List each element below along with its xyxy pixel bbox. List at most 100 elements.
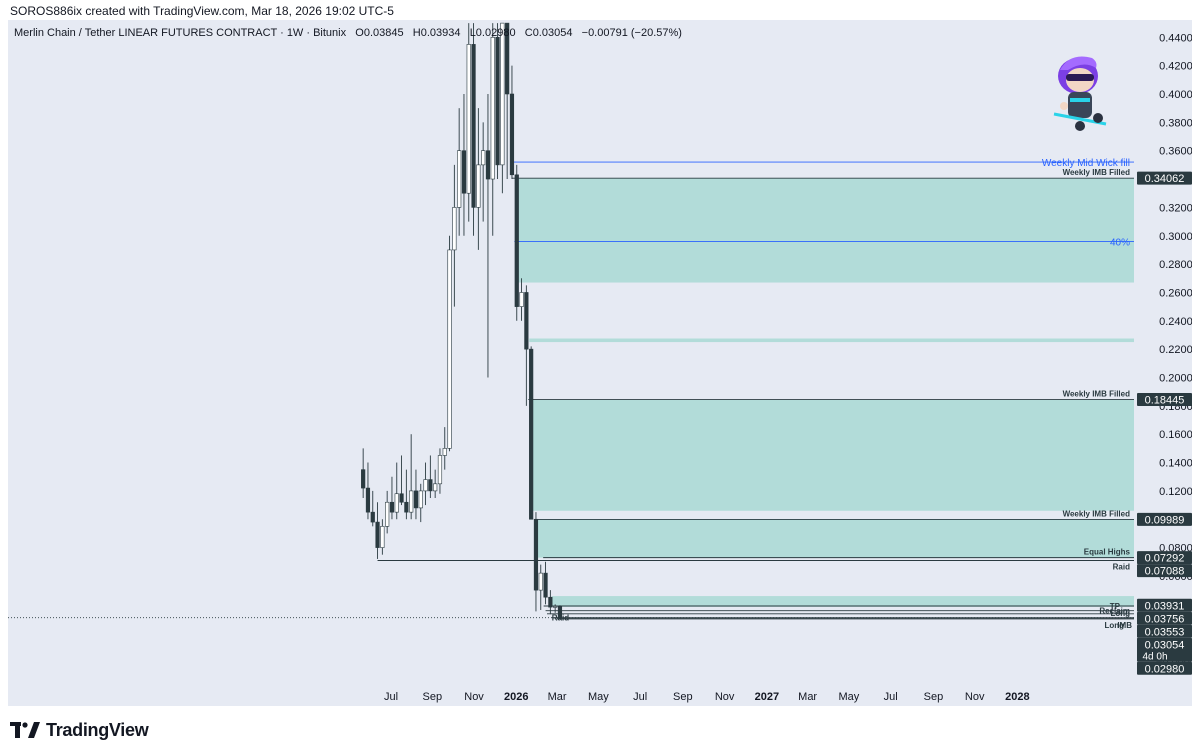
candle-body[interactable] [423,479,428,492]
x-axis: Jul Sep Nov 2026 Mar May Jul Sep Nov 2027 Mar May Ju… [384,691,1030,703]
candle-body[interactable] [533,518,539,591]
price-tag-label: 0.03553 [1145,626,1185,638]
candle-body[interactable] [418,490,423,509]
level-label: Weekly IMB Filled [1063,509,1131,518]
candle-body[interactable] [413,490,419,509]
candle-body[interactable] [509,93,515,176]
candle-body[interactable] [375,521,380,548]
mascot-icon [1040,48,1120,138]
change-value: −0.00791 (−20.57%) [581,27,682,39]
candle-body[interactable] [538,572,543,591]
candle-body[interactable] [524,292,529,350]
price-tag-countdown: 4d 0h [1142,651,1167,662]
x-tick-label: Sep [924,691,944,703]
level-label: Raid [552,614,569,623]
price-tag [1137,611,1192,625]
candle-body[interactable] [457,150,462,208]
candle-body[interactable] [433,483,438,492]
candle-body[interactable] [452,207,457,251]
candle-body[interactable] [380,526,385,548]
imb-zone [536,519,1134,558]
candle-body[interactable] [519,292,524,307]
price-tag-label: 0.07292 [1145,553,1185,565]
candle-body[interactable] [389,501,395,513]
candle-body[interactable] [500,22,505,166]
candle-body[interactable] [361,469,366,489]
price-tag [1137,551,1192,565]
level-label: TP [1110,602,1121,611]
candle-body[interactable] [404,501,409,513]
imb-zones [518,178,1134,607]
x-tick-label: Sep [673,691,693,703]
level-label: Weekly Mid Wick fill [1042,158,1130,169]
candle-body[interactable] [476,164,481,208]
level-label: Long [1110,609,1130,618]
candle-body[interactable] [442,448,447,456]
candle-body[interactable] [394,493,399,513]
price-tag [1137,598,1192,612]
price-tag-label: 0.02980 [1145,663,1185,675]
price-tag [1137,171,1192,185]
x-tick-label: 2026 [504,691,528,703]
price-tag-label: 0.07088 [1145,566,1185,578]
price-tag-label: 0.34062 [1145,173,1185,185]
candle-body[interactable] [514,174,519,307]
candle-body[interactable] [461,150,467,194]
x-tick-label: Nov [715,691,735,703]
x-tick-label: Mar [548,691,567,703]
level-label: Weekly IMB Filled [1063,390,1131,399]
price-tag-label: 0.03756 [1145,613,1185,625]
candle-body[interactable] [437,455,443,485]
candle-body[interactable] [409,490,414,513]
candle-body[interactable] [557,606,563,619]
tradingview-logo[interactable]: TradingView [10,719,149,741]
candle-body[interactable] [543,572,548,598]
candle-body[interactable] [447,249,452,449]
candle-body[interactable] [471,44,476,208]
x-tick-label: May [839,691,860,703]
candle-body[interactable] [548,596,553,608]
level-lines: Weekly Mid Wick fill 40% Weekly IMB Filled… [8,158,1134,630]
candle-body[interactable] [505,22,510,95]
chart-area[interactable]: Weekly Mid Wick fill 40% Weekly IMB Filled… [8,20,1192,706]
candle-body[interactable] [490,36,495,180]
price-chart[interactable]: Weekly Mid Wick fill 40% Weekly IMB Filled… [8,20,1192,706]
candle-body[interactable] [428,479,433,492]
candle-body[interactable] [529,348,534,520]
tradingview-brand: TradingView [46,719,149,740]
candle-body[interactable] [553,606,558,608]
level-label: Raid [1113,562,1130,571]
level-label: Long [1104,621,1124,630]
candle-body[interactable] [385,501,390,527]
candle-body[interactable] [365,487,371,513]
price-tag [1137,661,1192,675]
candles [361,22,563,619]
x-tick-label: Jul [384,691,398,703]
x-tick-label: Jul [884,691,898,703]
candle-body[interactable] [466,44,471,194]
candle-body[interactable] [481,150,486,166]
candle-body[interactable] [495,36,500,166]
candle-body[interactable] [370,511,375,523]
level-label: Reclaim [1099,607,1130,616]
level-label: 40% [1110,237,1130,248]
level-label: Equal Highs [1084,548,1131,557]
candle-body[interactable] [399,493,404,503]
x-tick-label: Mar [798,691,817,703]
candle-body[interactable] [485,150,491,180]
imb-zone [551,596,1134,607]
imb-zone [518,178,1134,283]
price-tag [1137,564,1192,578]
